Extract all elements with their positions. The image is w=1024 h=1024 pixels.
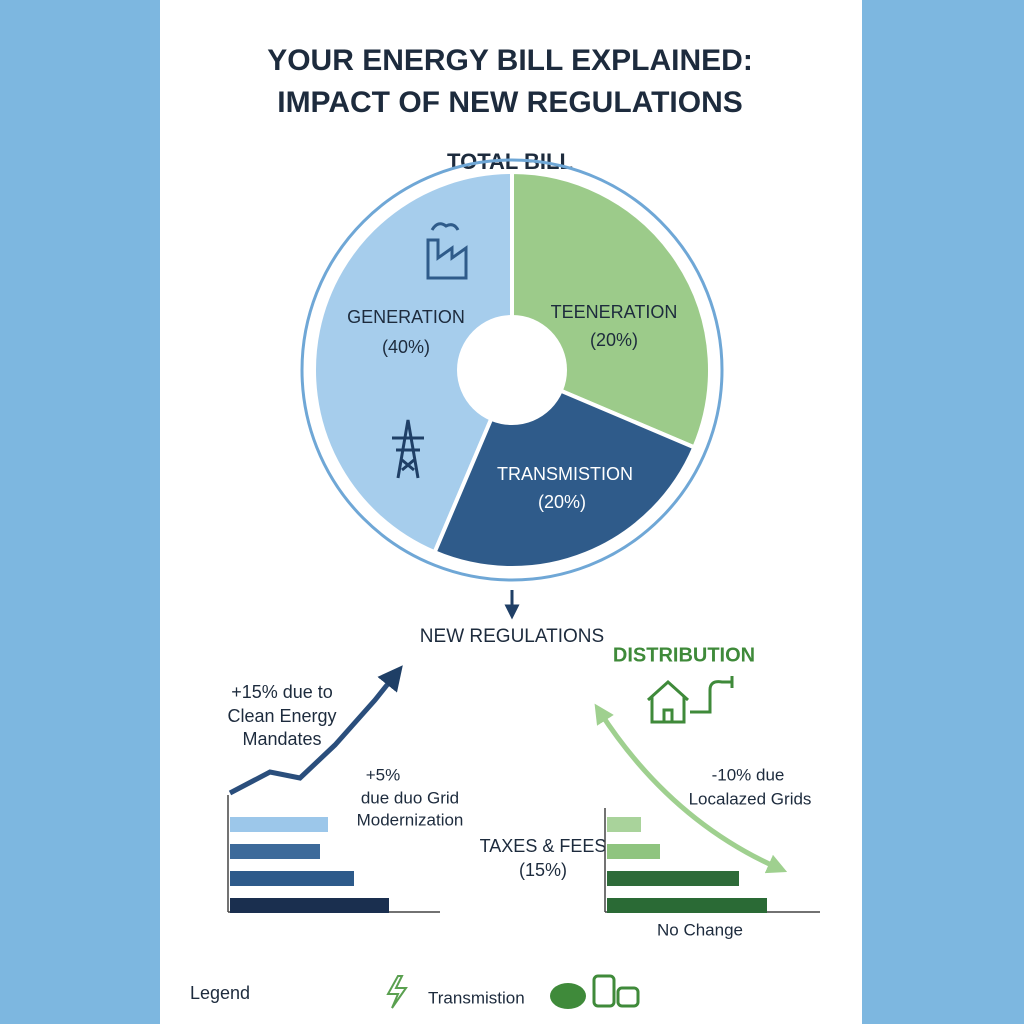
legend-title: Legend bbox=[190, 983, 250, 1003]
segment-share: (20%) bbox=[538, 492, 586, 512]
bar bbox=[230, 844, 320, 859]
bar bbox=[230, 871, 354, 886]
bolt-icon bbox=[386, 975, 408, 1009]
arrow-label: NEW REGULATIONS bbox=[420, 626, 604, 647]
note: Modernization bbox=[357, 810, 464, 829]
bar bbox=[607, 871, 739, 886]
pie-ring bbox=[300, 158, 724, 582]
increase-arrow bbox=[228, 665, 403, 796]
note: +15% due to bbox=[231, 682, 333, 702]
bar bbox=[607, 817, 641, 832]
note: due duo Grid bbox=[361, 788, 459, 807]
decrease-arrow bbox=[594, 703, 788, 874]
pie-slice bbox=[312, 169, 514, 555]
segment-label: TEENERATION bbox=[551, 302, 678, 322]
note: TAXES & FEES bbox=[480, 836, 607, 856]
pie bbox=[300, 158, 724, 582]
right-bars bbox=[604, 808, 820, 913]
factory-icon bbox=[426, 222, 468, 280]
title-line: IMPACT OF NEW REGULATIONS bbox=[277, 86, 743, 119]
left-bars bbox=[227, 795, 440, 913]
note: Localazed Grids bbox=[689, 789, 812, 808]
segment-share: (20%) bbox=[590, 330, 638, 350]
bar bbox=[607, 844, 660, 859]
note: +5% bbox=[366, 765, 401, 784]
bar bbox=[607, 898, 767, 913]
segment-share: (40%) bbox=[382, 337, 430, 357]
note: No Change bbox=[657, 920, 743, 939]
savings-icon bbox=[550, 974, 640, 1009]
segment-label: GENERATION bbox=[347, 307, 465, 327]
bar bbox=[230, 817, 328, 832]
legend-item: Transmistion bbox=[428, 988, 525, 1007]
pie-hole bbox=[457, 315, 567, 425]
note: Clean Energy bbox=[227, 706, 336, 726]
note: (15%) bbox=[519, 860, 567, 880]
section-title: DISTRIBUTION bbox=[613, 644, 755, 666]
segment-label: TRANSMISTION bbox=[497, 464, 633, 484]
bar bbox=[230, 898, 389, 913]
tower-icon bbox=[392, 419, 424, 479]
note: Mandates bbox=[242, 729, 321, 749]
note: -10% due bbox=[712, 765, 785, 784]
title-line: YOUR ENERGY BILL EXPLAINED: bbox=[267, 44, 753, 77]
